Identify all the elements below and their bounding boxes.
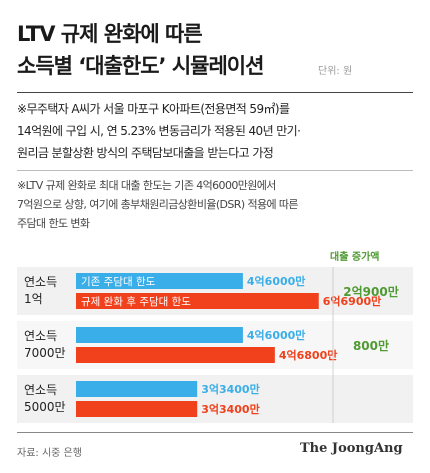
unit-note: 단위: 원 — [318, 66, 353, 77]
data-label: 4억6000만 — [247, 328, 306, 342]
category-label: 5000만 — [24, 400, 66, 414]
source-note: 자료: 시중 은행 — [17, 448, 82, 459]
category-label: 7000만 — [24, 346, 66, 360]
scope-note: ※LTV 규제 완화로 최대 대출 한도는 기존 4억6000만원에서 7억원으… — [17, 176, 417, 233]
bar-before — [76, 327, 243, 343]
bar-before — [76, 273, 243, 289]
bar-after — [76, 293, 319, 309]
category-label: 연소득 — [24, 275, 57, 289]
increase-label: 2억900만 — [343, 284, 398, 299]
assumption-note-line: 원리금 분할상환 방식의 주택담보대출을 받는다고 가정 — [17, 146, 274, 160]
bar-after — [76, 401, 198, 417]
top-divider — [17, 92, 413, 93]
chart-title-line1: LTV 규제 완화에 따른 — [17, 22, 203, 46]
chart-title-line2: 소득별 ‘대출한도’ 시뮬레이션 — [17, 54, 264, 78]
assumption-note-line: 14억원에 구입 시, 연 5.23% 변동금리가 적용된 40년 만기· — [17, 124, 301, 138]
assumption-note: ※무주택자 A씨가 서울 마포구 K아파트(전용면적 59㎡)를 14억원에 구… — [17, 98, 417, 164]
category-label: 연소득 — [24, 383, 57, 397]
category-label: 연소득 — [24, 329, 57, 343]
publisher-logo: The JoongAng — [300, 441, 403, 456]
bottom-divider — [17, 432, 413, 433]
legend-label-after: 규제 완화 후 주담대 한도 — [81, 295, 191, 308]
middle-divider — [17, 170, 413, 171]
category-label: 1억 — [24, 292, 43, 306]
bar-after — [76, 347, 275, 363]
scope-note-line: 주담대 한도 변화 — [17, 217, 90, 230]
bar-before — [76, 381, 198, 397]
increase-column-header: 대출 증가액 — [330, 252, 380, 263]
legend-label-before: 기존 주담대 한도 — [81, 276, 156, 288]
increase-label: 800만 — [353, 338, 389, 353]
data-label: 3억3400만 — [201, 382, 260, 396]
scope-note-line: ※LTV 규제 완화로 최대 대출 한도는 기존 4억6000만원에서 — [17, 179, 276, 192]
data-label: 4억6000만 — [247, 274, 306, 288]
data-label: 6억6900만 — [323, 294, 382, 308]
scope-note-line: 7억원으로 상향, 여기에 총부채원리금상환비율(DSR) 적용에 따른 — [17, 198, 299, 211]
data-label: 3억3400만 — [201, 402, 260, 416]
assumption-note-line: ※무주택자 A씨가 서울 마포구 K아파트(전용면적 59㎡)를 — [17, 102, 290, 116]
data-label: 4억6800만 — [279, 348, 338, 362]
